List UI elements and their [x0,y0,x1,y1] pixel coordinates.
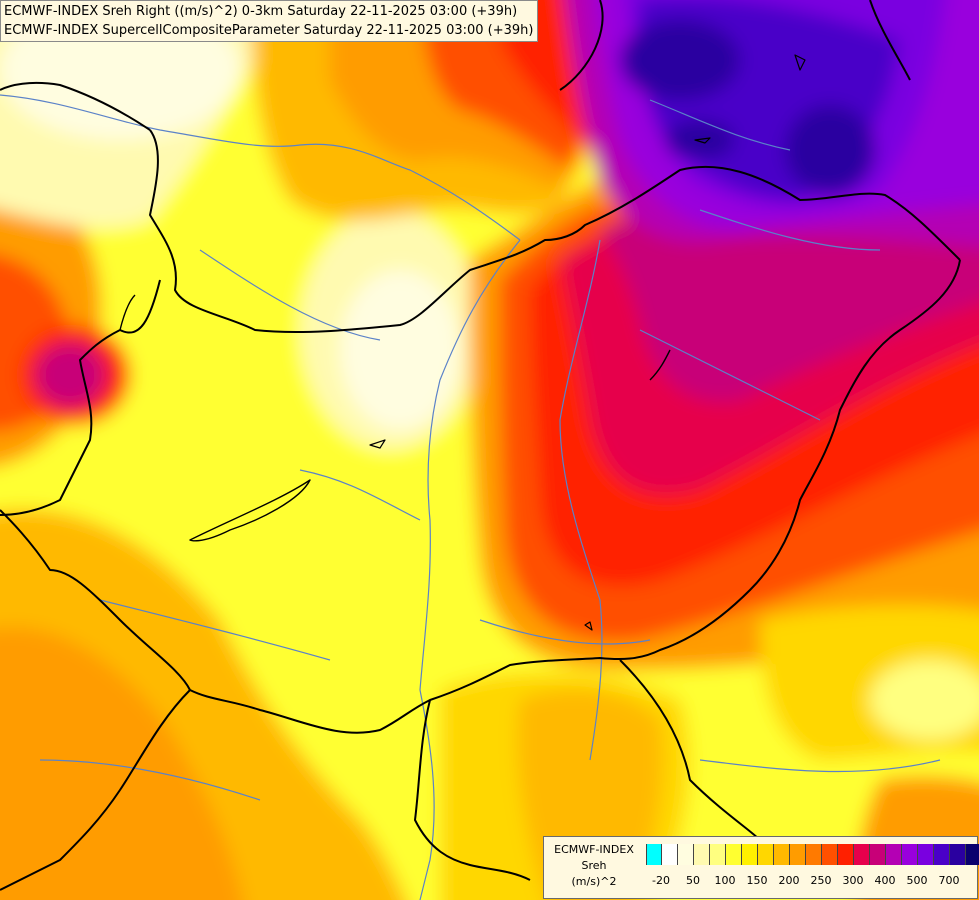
legend-swatch [758,844,774,865]
legend-variable: Sreh [581,859,607,872]
legend-swatch [950,844,966,865]
legend-swatch [742,844,758,865]
legend-swatch [678,844,694,865]
rivers [0,94,941,900]
legend-tick-label: 300 [842,874,864,887]
legend-label: ECMWF-INDEX Sreh (m/s)^2 [544,842,644,890]
legend-color-scale [646,844,979,865]
country-borders [0,0,961,891]
legend-tick-label: 700 [938,874,960,887]
legend-unit: (m/s)^2 [571,875,617,888]
legend-swatch [822,844,838,865]
legend-swatch [726,844,742,865]
legend-swatch [710,844,726,865]
map-title-sreh: ECMWF-INDEX Sreh Right ((m/s)^2) 0-3km S… [4,4,518,19]
legend-swatch [870,844,886,865]
legend-tick-label: 100 [714,874,736,887]
legend-source: ECMWF-INDEX [554,843,634,856]
legend-swatch [854,844,870,865]
legend-tick-label: 400 [874,874,896,887]
legend-tick-label: -20 [652,874,670,887]
legend-swatch [694,844,710,865]
legend-swatch [838,844,854,865]
legend-swatch [646,844,662,865]
legend-swatch [790,844,806,865]
legend-tick-label: 50 [686,874,700,887]
legend-swatch [934,844,950,865]
map-title-scp: ECMWF-INDEX SupercellCompositeParameter … [4,23,534,38]
legend-swatch [806,844,822,865]
legend-swatch [918,844,934,865]
legend-swatch [774,844,790,865]
legend-swatch [902,844,918,865]
color-legend: ECMWF-INDEX Sreh (m/s)^2 -20 50 100 150 200 2… [543,836,979,899]
legend-tick-label: 250 [810,874,832,887]
legend-swatch [886,844,902,865]
map-title-box: ECMWF-INDEX Sreh Right ((m/s)^2) 0-3km S… [0,0,539,42]
legend-tick-label: 500 [906,874,928,887]
legend-tick-label: 200 [778,874,800,887]
legend-swatch [662,844,678,865]
legend-swatch [966,844,979,865]
legend-tick-label: 150 [746,874,768,887]
